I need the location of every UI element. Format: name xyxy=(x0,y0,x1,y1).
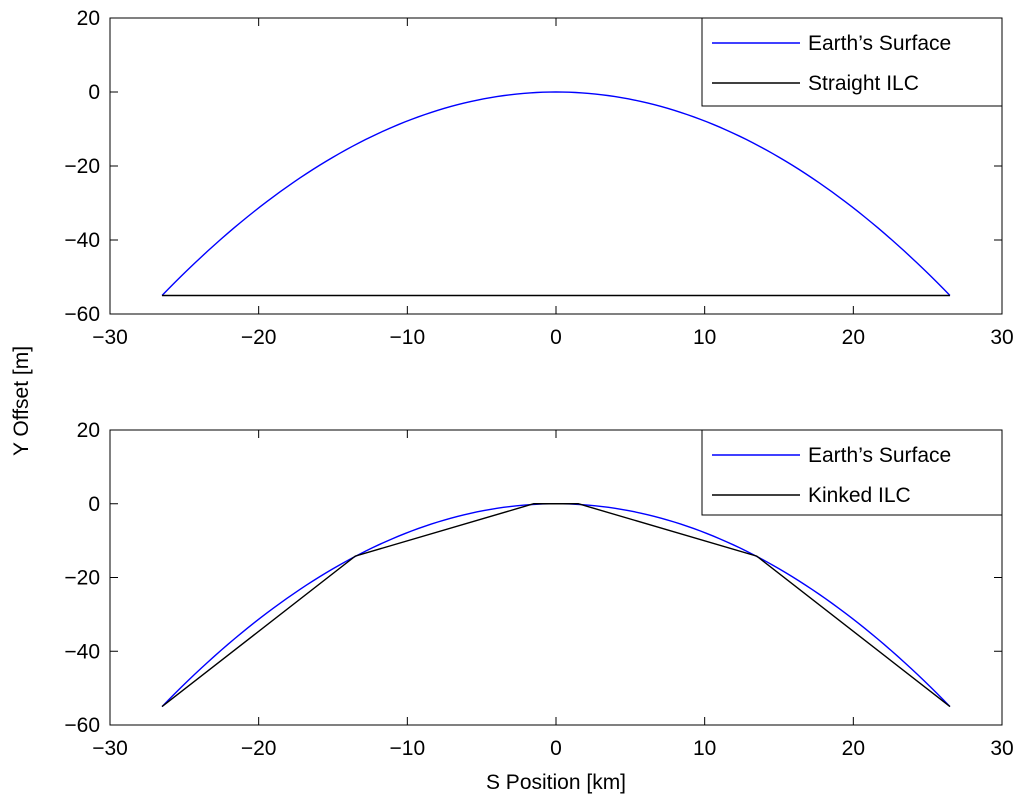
legend-box xyxy=(701,429,1003,516)
x-tick-label: 0 xyxy=(550,326,562,349)
x-tick-label: 30 xyxy=(990,326,1013,349)
x-tick-label: −10 xyxy=(390,737,426,760)
x-axis-label: S Position [km] xyxy=(486,771,626,794)
legend-label: Straight ILC xyxy=(808,72,919,95)
bottom-subplot: −30 −20 −10 0 10 20 30 −60 −40 −20 0 20 Earth’s Surf… xyxy=(64,419,1013,760)
legend: Earth’s Surface Straight ILC xyxy=(701,17,1003,107)
legend: Earth’s Surface Kinked ILC xyxy=(701,429,1003,516)
y-tick-label: −20 xyxy=(64,155,100,178)
y-tick-label: −60 xyxy=(64,303,100,326)
x-tick-label: −30 xyxy=(92,326,128,349)
series-line-earth-surface xyxy=(161,503,951,708)
x-tick-label: −20 xyxy=(241,326,277,349)
legend-label: Earth’s Surface xyxy=(808,32,951,55)
y-tick-label: −20 xyxy=(64,567,100,590)
y-axis-label: Y Offset [m] xyxy=(10,346,33,456)
y-tick-label: −40 xyxy=(64,229,100,252)
x-tick-label: 30 xyxy=(990,737,1013,760)
y-tick-label: 20 xyxy=(77,419,100,442)
x-tick-label: −10 xyxy=(390,326,426,349)
legend-label: Kinked ILC xyxy=(808,484,911,507)
x-tick-label: 10 xyxy=(693,737,716,760)
x-tick-label: −20 xyxy=(241,737,277,760)
series-line-earth-surface xyxy=(161,91,951,296)
x-tick-label: 0 xyxy=(550,737,562,760)
x-tick-label: −30 xyxy=(92,737,128,760)
x-tick-label: 20 xyxy=(842,737,865,760)
y-tick-label: 20 xyxy=(77,7,100,30)
y-tick-label: 0 xyxy=(88,493,100,516)
series-line-ilc xyxy=(161,503,951,708)
legend-box xyxy=(701,17,1003,107)
y-tick-label: −60 xyxy=(64,714,100,737)
x-tick-label: 10 xyxy=(693,326,716,349)
legend-label: Earth’s Surface xyxy=(808,444,951,467)
x-tick-label: 20 xyxy=(842,326,865,349)
top-subplot: −30 −20 −10 0 10 20 30 −60 −40 −20 0 20 Earth’s Surf… xyxy=(64,7,1013,349)
y-tick-label: 0 xyxy=(88,81,100,104)
y-tick-label: −40 xyxy=(64,640,100,663)
